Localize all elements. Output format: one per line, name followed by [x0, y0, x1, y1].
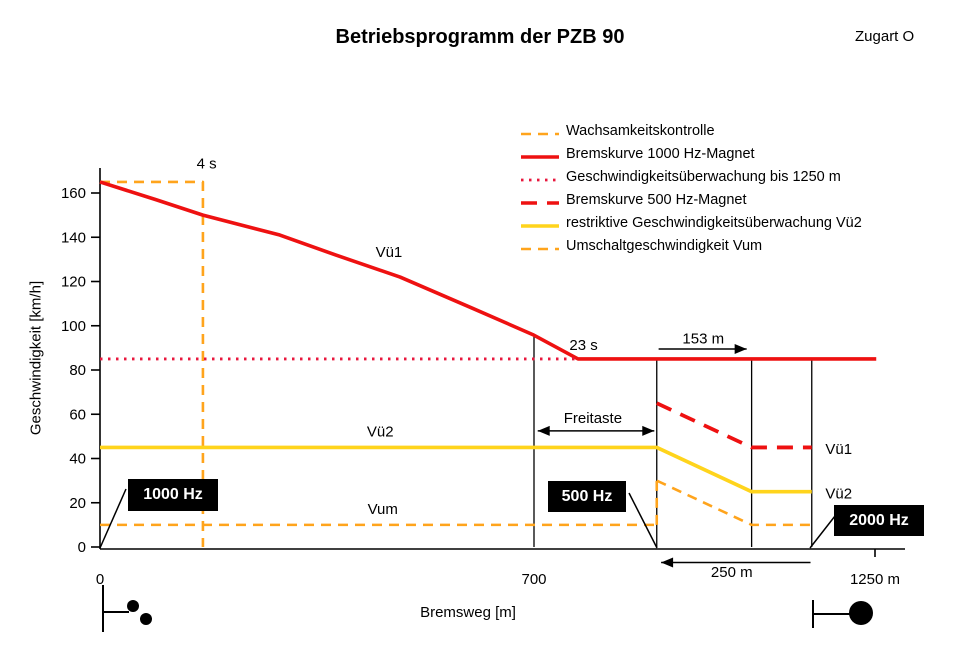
leader-line — [628, 492, 658, 549]
signal-lamp — [140, 613, 152, 625]
legend-label: Bremskurve 1000 Hz-Magnet — [566, 145, 755, 162]
legend-swatch-line — [521, 200, 559, 205]
signal-lamp — [849, 601, 873, 625]
legend-item: Bremskurve 1000 Hz-Magnet — [520, 142, 862, 165]
magnet-1000hz-badge: 1000 Hz — [128, 479, 218, 511]
legend-swatch-line — [521, 154, 559, 159]
legend-swatch-line — [521, 132, 559, 135]
annotation-label: 250 m — [711, 564, 753, 581]
legend-swatch-line — [521, 247, 559, 250]
legend-label: Umschaltgeschwindigkeit Vum — [566, 237, 763, 254]
annotation-label: Vum — [368, 501, 398, 518]
signal-lamp — [127, 600, 139, 612]
arrowhead-icon — [537, 425, 550, 436]
y-axis-title: Geschwindigkeit [km/h] — [27, 280, 45, 436]
series-restriktive-ueberwachung-vue2 — [100, 445, 812, 494]
legend-swatch-line — [521, 178, 559, 181]
arrowhead-icon — [661, 557, 674, 568]
legend-label: restriktive Geschwindigkeitsüberwachung … — [566, 214, 862, 231]
y-tick-label: 100 — [61, 318, 86, 335]
distant-signal-icon — [102, 585, 152, 632]
legend-swatch-red-solid-icon — [520, 149, 560, 159]
y-tick-label: 80 — [69, 362, 86, 379]
legend: Wachsamkeitskontrolle Bremskurve 1000 Hz… — [520, 119, 862, 257]
series-vum-nach-500hz — [656, 479, 812, 527]
legend-swatch-red-dot-icon — [520, 172, 560, 182]
leader-line — [809, 515, 836, 549]
legend-item: Umschaltgeschwindigkeit Vum — [520, 234, 862, 257]
legend-swatch-line — [521, 223, 559, 228]
legend-swatch-orange-dash2-icon — [520, 241, 560, 251]
page-title: Betriebsprogramm der PZB 90 — [335, 26, 625, 48]
magnet-2000hz-badge: 2000 Hz — [834, 505, 924, 536]
main-signal-icon — [812, 600, 873, 628]
annotation-label: Vü2 — [367, 423, 394, 440]
annotation-label: Vü1 — [825, 441, 852, 458]
magnet-500hz-badge: 500 Hz — [548, 481, 626, 512]
annotation-label: Vü2 — [825, 485, 852, 502]
annotation-label: Freitaste — [564, 410, 622, 427]
legend-item: Wachsamkeitskontrolle — [520, 119, 862, 142]
legend-swatch-yellow-solid-icon — [520, 218, 560, 228]
train-type-label: Zugart O — [855, 28, 915, 45]
legend-item: Geschwindigkeitsüberwachung bis 1250 m — [520, 165, 862, 188]
x-tick-label: 700 — [521, 571, 546, 588]
x-tick-label: 1250 m — [850, 571, 900, 588]
y-tick-label: 60 — [69, 406, 86, 423]
legend-item: Bremskurve 500 Hz-Magnet — [520, 188, 862, 211]
arrowhead-icon — [642, 425, 655, 436]
x-axis-title: Bremsweg [m] — [420, 604, 516, 621]
series-wachsamkeitskontrolle — [100, 180, 205, 547]
series-bremskurve-1000hz — [99, 180, 877, 361]
arrowhead-icon — [734, 343, 747, 354]
y-tick-label: 140 — [61, 229, 86, 246]
series-bremskurve-500hz — [655, 401, 812, 450]
annotation-label: 153 m — [682, 330, 724, 347]
legend-swatch-red-dash-icon — [520, 195, 560, 205]
legend-label: Wachsamkeitskontrolle — [566, 122, 715, 139]
annotation-label: 4 s — [197, 156, 217, 173]
annotation-label: 23 s — [569, 337, 597, 354]
x-tick-label: 0 — [96, 571, 104, 588]
y-tick-label: 0 — [78, 539, 86, 556]
annotation-label: Vü1 — [376, 244, 403, 261]
y-tick-label: 120 — [61, 274, 86, 291]
legend-label: Geschwindigkeitsüberwachung bis 1250 m — [566, 168, 841, 185]
leader-line — [99, 488, 127, 549]
y-tick-label: 40 — [69, 451, 86, 468]
legend-swatch-orange-dash-icon — [520, 126, 560, 136]
legend-label: Bremskurve 500 Hz-Magnet — [566, 191, 747, 208]
y-tick-label: 20 — [69, 495, 86, 512]
legend-item: restriktive Geschwindigkeitsüberwachung … — [520, 211, 862, 234]
y-tick-label: 160 — [61, 185, 86, 202]
